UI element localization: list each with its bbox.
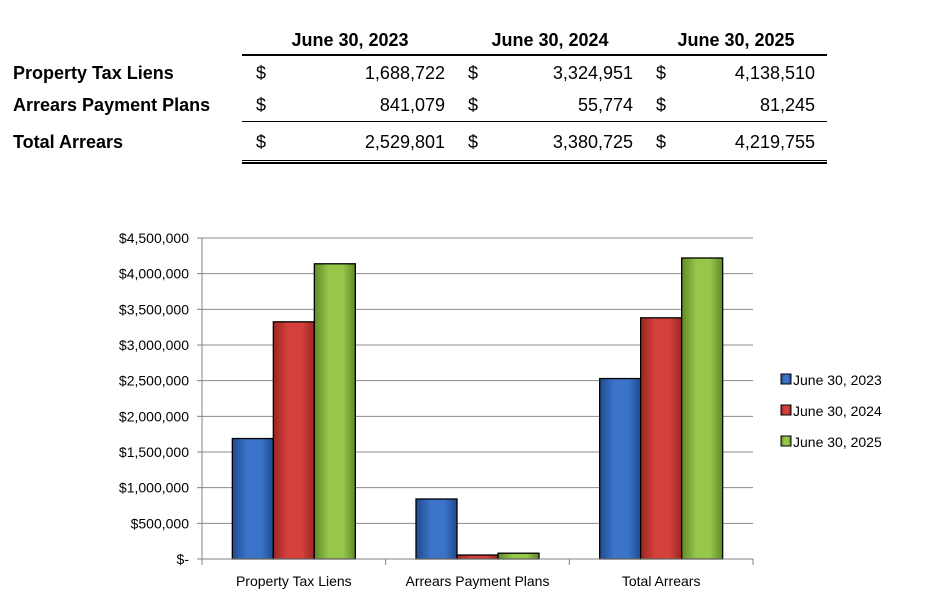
bar bbox=[313, 263, 356, 560]
axes bbox=[201, 238, 754, 565]
total-cell: 2,529,801 bbox=[364, 132, 445, 152]
total-double-rule-top bbox=[242, 160, 827, 161]
y-tick-label: $500,000 bbox=[131, 515, 190, 531]
value-cell: 3,324,951 bbox=[552, 63, 633, 83]
col-header-2023: June 30, 2023 bbox=[291, 30, 409, 50]
legend-label: June 30, 2023 bbox=[793, 372, 882, 388]
x-axis-labels: Property Tax Liens Arrears Payment Plans T… bbox=[236, 573, 700, 589]
row-label-total-arrears: Total Arrears bbox=[13, 132, 124, 152]
currency-symbol: $ bbox=[256, 95, 267, 115]
currency-symbol: $ bbox=[656, 63, 667, 83]
currency-symbol: $ bbox=[468, 95, 479, 115]
currency-symbol: $ bbox=[256, 63, 267, 83]
x-tick-label: Property Tax Liens bbox=[236, 573, 352, 589]
legend: June 30, 2023 June 30, 2024 June 30, 2025 bbox=[780, 372, 882, 450]
currency-symbol: $ bbox=[468, 132, 479, 152]
y-tick-label: $4,000,000 bbox=[119, 266, 189, 282]
legend-swatch bbox=[780, 435, 792, 447]
row-label-property-tax-liens: Property Tax Liens bbox=[13, 63, 174, 83]
y-tick-label: $2,000,000 bbox=[119, 408, 189, 424]
currency-symbol: $ bbox=[656, 132, 667, 152]
value-cell: 1,688,722 bbox=[364, 63, 445, 83]
currency-symbol: $ bbox=[656, 95, 667, 115]
value-cell: 55,774 bbox=[577, 95, 633, 115]
value-cell: 841,079 bbox=[379, 95, 445, 115]
arrears-table: June 30, 2023 June 30, 2024 June 30, 202… bbox=[0, 0, 930, 180]
bar bbox=[640, 317, 683, 560]
y-tick-label: $1,000,000 bbox=[119, 480, 189, 496]
bar bbox=[681, 257, 724, 560]
legend-swatch bbox=[780, 373, 792, 385]
row-label-arrears-payment-plans: Arrears Payment Plans bbox=[13, 95, 211, 115]
y-tick-label: $4,500,000 bbox=[119, 230, 189, 246]
y-tick-label: $- bbox=[177, 551, 190, 567]
total-cell: 3,380,725 bbox=[552, 132, 633, 152]
value-cell: 4,138,510 bbox=[734, 63, 815, 83]
bar bbox=[231, 437, 274, 560]
y-tick-label: $3,000,000 bbox=[119, 337, 189, 353]
legend-label: June 30, 2025 bbox=[793, 434, 882, 450]
subtotal-rule bbox=[242, 121, 827, 122]
col-header-2024: June 30, 2024 bbox=[491, 30, 609, 50]
bar bbox=[272, 321, 315, 560]
y-axis-ticks: $- $500,000 $1,000,000 $1,500,000 $2,000,000… bbox=[119, 230, 202, 567]
y-tick-label: $2,500,000 bbox=[119, 373, 189, 389]
legend-label: June 30, 2024 bbox=[793, 403, 882, 419]
currency-symbol: $ bbox=[468, 63, 479, 83]
total-double-rule-bottom bbox=[242, 162, 827, 164]
x-tick-label: Arrears Payment Plans bbox=[406, 573, 550, 589]
currency-symbol: $ bbox=[256, 132, 267, 152]
bar bbox=[599, 377, 642, 560]
x-tick-label: Total Arrears bbox=[622, 573, 701, 589]
legend-swatch bbox=[780, 404, 792, 416]
header-rule bbox=[242, 54, 827, 56]
y-tick-label: $1,500,000 bbox=[119, 444, 189, 460]
bars bbox=[231, 257, 724, 560]
bar bbox=[456, 554, 499, 560]
y-tick-label: $3,500,000 bbox=[119, 301, 189, 317]
col-header-2025: June 30, 2025 bbox=[677, 30, 795, 50]
value-cell: 81,245 bbox=[759, 95, 815, 115]
total-cell: 4,219,755 bbox=[734, 132, 815, 152]
bar bbox=[415, 498, 458, 560]
bar bbox=[497, 552, 540, 560]
